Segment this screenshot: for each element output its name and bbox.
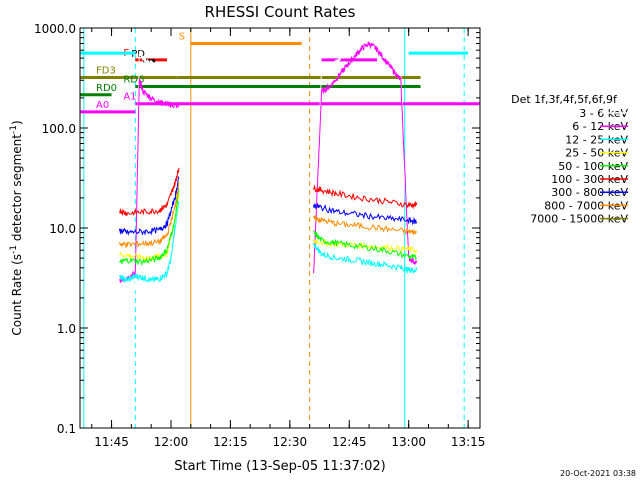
x-tick-label-6: 13:15 bbox=[451, 435, 486, 449]
series-line-1-seg-1 bbox=[313, 41, 418, 274]
state-label-s: S bbox=[179, 31, 185, 42]
x-axis-ticks: 11:45 12:00 12:15 12:30 12:45 13:00 13:15 bbox=[91, 28, 486, 449]
state-label-pd: PD bbox=[131, 49, 145, 60]
y-tick-label-1: 1.0 bbox=[57, 322, 76, 336]
legend-label-8: 7000 - 15000 keV bbox=[530, 213, 628, 226]
legend-label-4: 50 - 100 keV bbox=[558, 160, 628, 173]
legend-title: Det 1f,3f,4f,5f,6f,9f bbox=[511, 93, 618, 106]
series-line-7-seg-0 bbox=[119, 181, 180, 249]
y-label-main: Count Rate (s bbox=[10, 254, 24, 336]
series-line-2-seg-0 bbox=[119, 200, 180, 284]
series-line-5-seg-0 bbox=[119, 167, 180, 217]
series-line-4-seg-0 bbox=[119, 187, 180, 266]
y-tick-label-0: 0.1 bbox=[57, 422, 76, 436]
series-line-5-seg-1 bbox=[313, 185, 418, 210]
legend-label-3: 25 - 50 keV bbox=[565, 147, 628, 160]
series-line-7-seg-1 bbox=[313, 215, 418, 236]
state-label-rd0: RD0 bbox=[96, 83, 117, 94]
y-tick-label-3: 100.0 bbox=[42, 122, 76, 136]
chart-title: RHESSI Count Rates bbox=[205, 3, 356, 21]
legend-label-6: 300 - 800 keV bbox=[551, 186, 628, 199]
series-line-0-seg-1 bbox=[313, 28, 418, 298]
y-tick-label-4: 1000.0 bbox=[34, 22, 76, 36]
x-tick-label-5: 13:00 bbox=[391, 435, 426, 449]
y-axis-label: Count Rate (s-1 detector segment-1) bbox=[9, 120, 24, 335]
state-label-a1: A1 bbox=[123, 92, 136, 103]
timestamp: 20-Oct-2021 03:38 bbox=[560, 469, 636, 478]
series-line-4-seg-1 bbox=[313, 229, 417, 261]
y-label-mid: detector segment bbox=[10, 134, 24, 245]
state-label-rd6: RD6 bbox=[123, 75, 144, 86]
state-label-a0: A0 bbox=[96, 100, 109, 111]
y-axis-ticks: 0.1 1.0 10.0 100.0 1000.0 bbox=[34, 22, 480, 436]
series-line-0-seg-0 bbox=[119, 50, 180, 301]
series-line-2-seg-1 bbox=[313, 243, 418, 274]
x-axis-label: Start Time (13-Sep-05 11:37:02) bbox=[174, 459, 385, 474]
series-line-1-seg-0 bbox=[119, 78, 180, 283]
y-label-sup2: -1 bbox=[9, 125, 19, 134]
series-line-3-seg-1 bbox=[313, 238, 418, 255]
x-tick-label-2: 12:15 bbox=[213, 435, 248, 449]
x-tick-label-1: 12:00 bbox=[154, 435, 189, 449]
x-tick-label-0: 11:45 bbox=[94, 435, 129, 449]
x-tick-label-3: 12:30 bbox=[273, 435, 308, 449]
y-label-sup1: -1 bbox=[9, 245, 19, 254]
series-line-6-seg-1 bbox=[313, 203, 418, 226]
y-label-end: ) bbox=[10, 120, 24, 125]
legend-label-7: 800 - 7000 keV bbox=[544, 199, 628, 212]
state-label-fd3: FD3 bbox=[96, 65, 116, 76]
x-tick-label-4: 12:45 bbox=[332, 435, 367, 449]
legend-label-5: 100 - 300 keV bbox=[551, 173, 628, 186]
plot-area: FPDFD3RD0RD6A0A1S bbox=[80, 28, 480, 428]
series-line-6-seg-0 bbox=[119, 175, 180, 236]
y-tick-label-2: 10.0 bbox=[49, 222, 76, 236]
legend-label-2: 12 - 25 keV bbox=[565, 133, 628, 146]
